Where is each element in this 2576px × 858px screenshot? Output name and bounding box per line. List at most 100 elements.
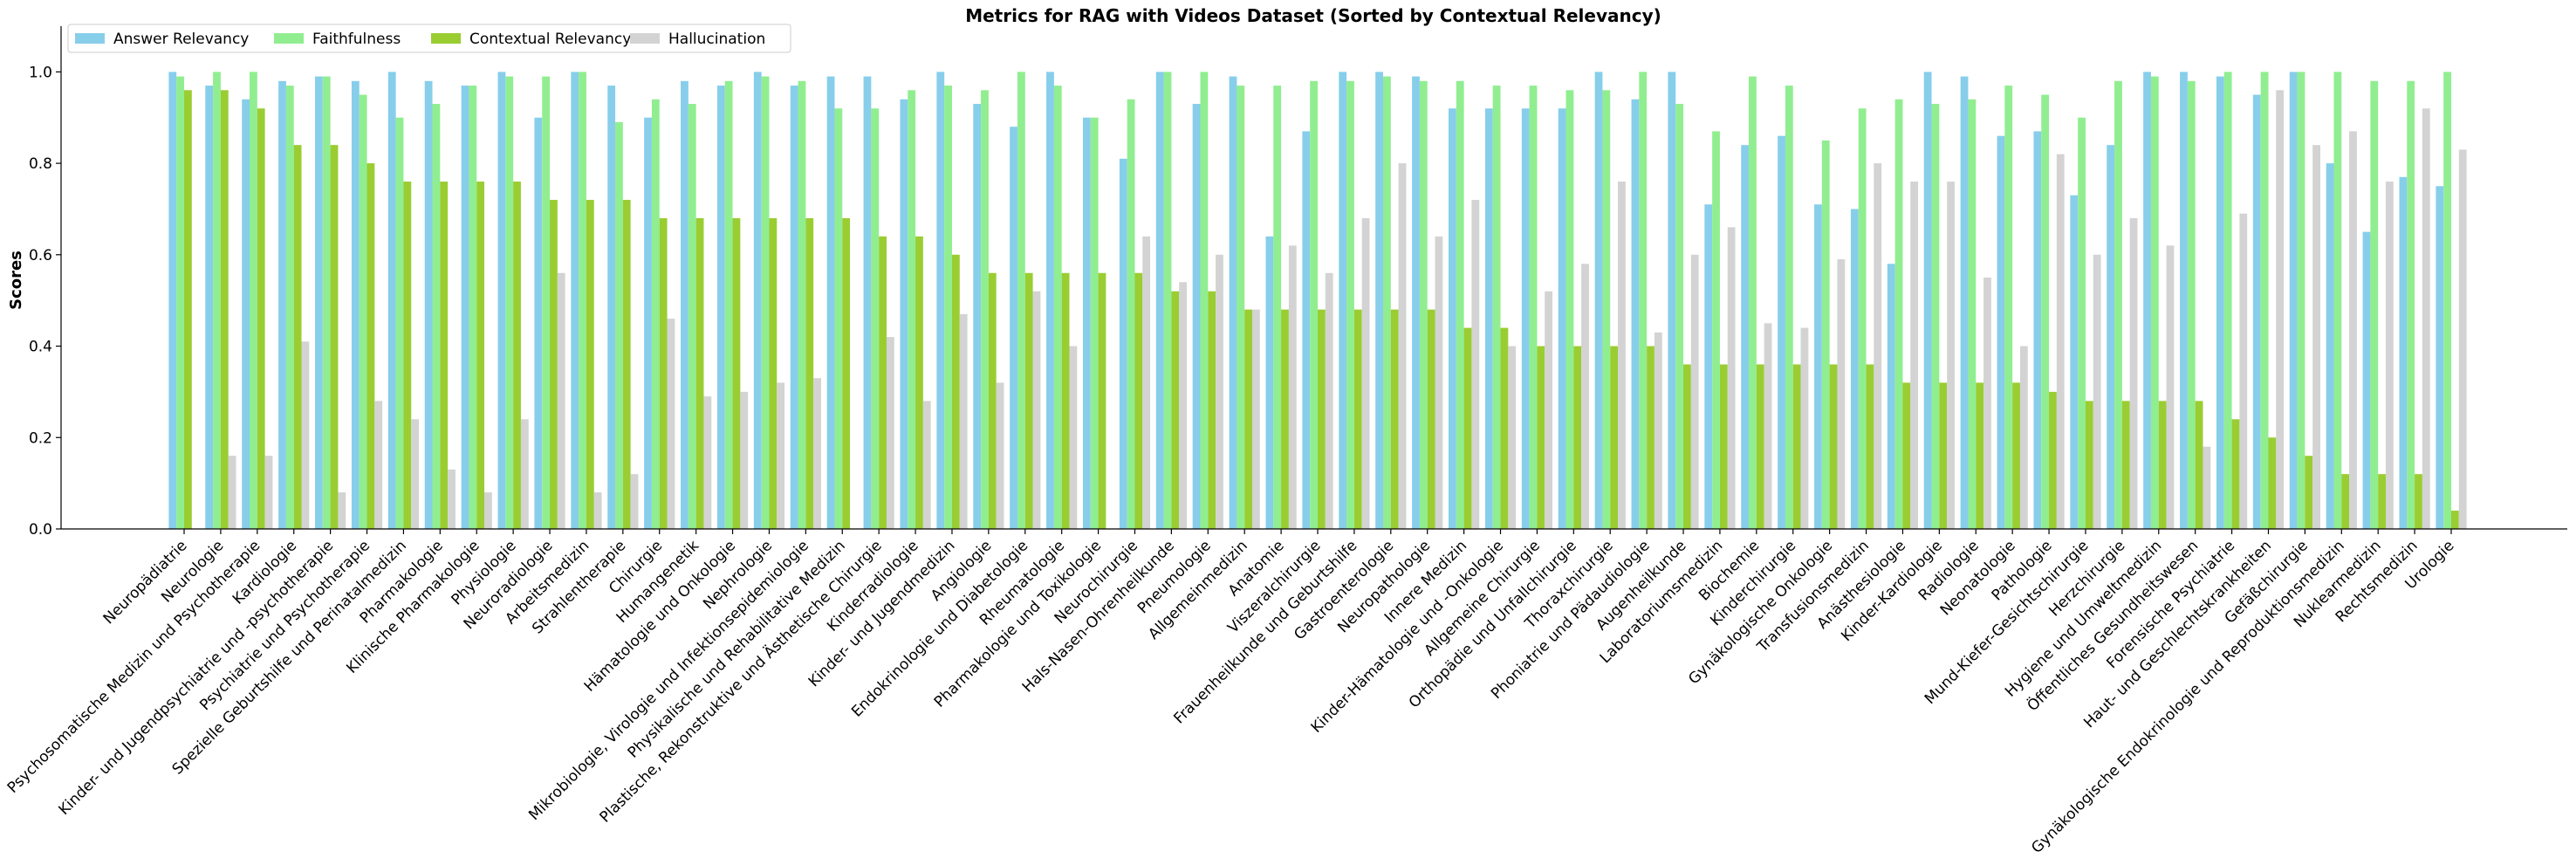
y-tick-label: 0.0 [29, 521, 52, 539]
bar [2312, 145, 2320, 529]
bar [1383, 76, 1391, 530]
bar [769, 217, 778, 529]
bar [1508, 346, 1517, 529]
bar [1778, 135, 1785, 530]
bar [1829, 364, 1838, 529]
bars-layer [168, 72, 2467, 530]
bar [1216, 254, 1223, 529]
bar [557, 272, 565, 529]
bar [1456, 80, 1464, 530]
bar [908, 90, 916, 529]
bar [667, 319, 675, 529]
bar [981, 90, 989, 529]
bar [2223, 72, 2232, 530]
bar [2231, 419, 2240, 529]
bar [1361, 217, 1370, 529]
bar [1484, 108, 1493, 529]
bar [228, 456, 236, 529]
legend-swatch [431, 33, 461, 44]
bar [944, 86, 952, 529]
bar [2260, 72, 2269, 530]
bar [2305, 456, 2313, 529]
y-tick-label: 0.6 [29, 247, 52, 264]
bar [242, 99, 250, 529]
bar [374, 401, 383, 529]
bar [879, 236, 887, 529]
bar [1090, 117, 1099, 530]
bar [497, 72, 506, 530]
bar [740, 391, 749, 529]
y-tick-label: 1.0 [29, 64, 52, 81]
bar [2407, 80, 2415, 530]
bar [1171, 291, 1180, 529]
y-tick-label: 0.8 [29, 155, 52, 173]
bar [1565, 90, 1574, 529]
x-tick-label: Psychosomatische Medizin und Psychothera… [4, 537, 264, 797]
bar [659, 217, 668, 529]
bar [359, 94, 367, 530]
bar [1785, 86, 1793, 529]
bar [1244, 309, 1252, 529]
bar [505, 76, 514, 530]
bar [571, 72, 579, 530]
bar [330, 145, 339, 529]
bar [2114, 80, 2122, 530]
bar [936, 72, 945, 530]
bar [351, 80, 360, 530]
bar [973, 104, 982, 530]
legend-label: Hallucination [668, 31, 765, 48]
series-hallucination [228, 90, 2467, 530]
bar [1976, 382, 1984, 529]
bar [2041, 94, 2050, 530]
legend: Answer Relevancy Faithfulness Contextual R… [67, 24, 791, 53]
chart-title: Metrics for RAG with Videos Dataset (Sor… [965, 5, 1661, 26]
bar [2070, 195, 2079, 529]
bar [1947, 182, 1955, 530]
bar [1155, 72, 1164, 530]
bar [2297, 72, 2305, 530]
bar [1631, 99, 1640, 529]
bar [2268, 437, 2277, 529]
bar [1251, 309, 1260, 529]
bar [1098, 272, 1106, 529]
bar [2004, 86, 2013, 529]
bar [1573, 346, 1582, 529]
bar [403, 182, 412, 530]
bar [2216, 76, 2224, 530]
bar [1850, 209, 1859, 529]
y-axis-label: Scores [7, 251, 25, 310]
bar [695, 217, 704, 529]
bar [1390, 309, 1399, 529]
bar [2458, 149, 2467, 529]
bar [651, 99, 660, 529]
bar [176, 76, 184, 530]
bar [2451, 511, 2459, 529]
bar [593, 492, 602, 529]
bar [2056, 154, 2065, 529]
bar [2333, 72, 2342, 530]
bar [2195, 401, 2203, 529]
bar [1046, 72, 1054, 530]
bar [461, 86, 469, 529]
bar [1375, 72, 1384, 530]
bar [424, 80, 433, 530]
bar [1610, 346, 1619, 529]
bar [1339, 72, 1347, 530]
bar [1521, 108, 1530, 529]
bar [1163, 72, 1172, 530]
bar [513, 182, 521, 530]
bar [1471, 199, 1480, 530]
bar [2276, 90, 2285, 529]
bar [1119, 158, 1127, 529]
bar [1010, 127, 1017, 529]
bar [315, 76, 323, 530]
bar [1017, 72, 1025, 530]
bar [322, 76, 331, 530]
bar [1668, 72, 1676, 530]
bar [1127, 99, 1135, 529]
bar [826, 76, 835, 530]
bar [1712, 131, 1720, 529]
bar [688, 104, 696, 530]
bar [1894, 99, 1903, 529]
bar [2187, 80, 2196, 530]
